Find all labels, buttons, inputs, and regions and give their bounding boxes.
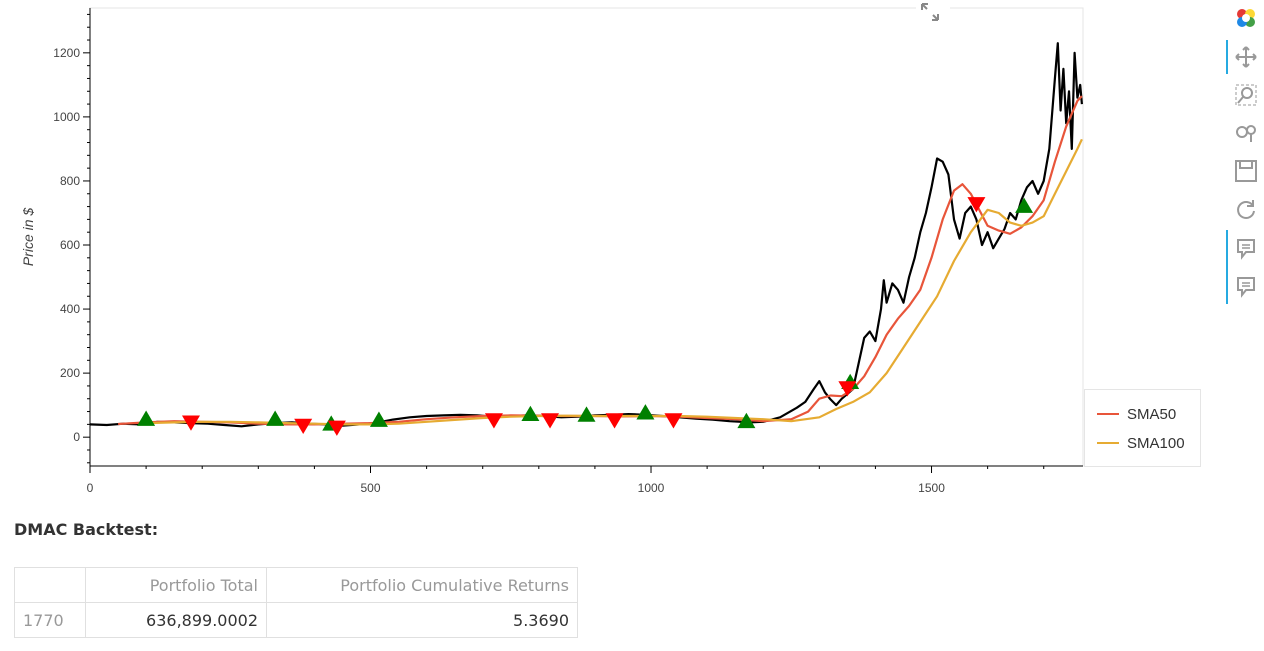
hover-icon[interactable]: [1230, 232, 1262, 264]
buy-signal-marker: [636, 404, 655, 420]
sell-signal-marker: [605, 413, 624, 429]
legend-swatch-sma50: [1097, 413, 1119, 415]
table-row: 1770 636,899.0002 5.3690: [14, 602, 578, 638]
price-chart[interactable]: 0 200 400 600 800 1000 1200 0 500 1000 1500 Price …: [0, 0, 1264, 510]
y-tick-label: 600: [60, 238, 80, 252]
legend-item-sma50[interactable]: SMA50: [1097, 404, 1176, 424]
cumulative-returns-header: Portfolio Cumulative Returns: [266, 567, 578, 603]
y-tick-label: 1000: [53, 110, 80, 124]
y-tick-label: 0: [73, 430, 80, 444]
sell-signal-marker: [294, 418, 313, 435]
sell-signal-marker: [838, 381, 857, 397]
row-index: 1770: [14, 602, 86, 638]
reset-icon[interactable]: [1230, 193, 1262, 225]
sell-signal-marker: [327, 420, 346, 436]
portfolio-total-value: 636,899.0002: [85, 602, 267, 638]
chart-legend: SMA50 SMA100: [1084, 389, 1201, 467]
buy-signal-marker: [266, 410, 285, 426]
sell-signal-marker: [967, 197, 986, 213]
y-axis-label: Price in $: [20, 208, 36, 267]
buy-signal-marker: [521, 405, 540, 422]
buy-signal-marker: [1015, 197, 1034, 213]
pan-icon[interactable]: [1230, 41, 1262, 73]
backtest-title: DMAC Backtest:: [14, 520, 159, 539]
buy-signal-marker: [369, 411, 388, 427]
x-tick-label: 0: [87, 481, 94, 495]
x-tick-label: 1500: [918, 481, 945, 495]
chart-toolbar: [1226, 0, 1264, 320]
buy-signal-marker: [737, 412, 756, 429]
buy-signal-marker: [577, 406, 596, 422]
sell-signal-marker: [541, 413, 560, 429]
plot-area: [89, 7, 1084, 467]
cumulative-returns-value: 5.3690: [266, 602, 578, 638]
box-zoom-icon[interactable]: [1230, 79, 1262, 111]
sell-signal-marker: [664, 413, 683, 429]
y-tick-label: 1200: [53, 46, 80, 60]
backtest-table: Portfolio Total Portfolio Cumulative Ret…: [14, 567, 578, 638]
sell-signal-marker: [484, 413, 503, 429]
portfolio-total-header: Portfolio Total: [85, 567, 267, 603]
legend-label-sma50: SMA50: [1127, 405, 1177, 423]
x-tick-label: 1000: [638, 481, 665, 495]
legend-item-sma100[interactable]: SMA100: [1097, 433, 1185, 453]
buy-signal-marker: [137, 410, 156, 426]
wheel-zoom-icon[interactable]: [1230, 116, 1262, 148]
save-icon[interactable]: [1230, 155, 1262, 187]
legend-label-sma100: SMA100: [1127, 434, 1185, 452]
hover-icon-2[interactable]: [1230, 270, 1262, 302]
index-column-header: [14, 567, 86, 603]
x-tick-label: 500: [360, 481, 380, 495]
fullscreen-icon[interactable]: [916, 0, 950, 24]
y-tick-label: 800: [60, 174, 80, 188]
active-tool-indicator: [1226, 40, 1228, 74]
active-tool-indicator-2: [1226, 230, 1228, 304]
table-header-row: Portfolio Total Portfolio Cumulative Ret…: [14, 567, 578, 603]
bokeh-logo-icon[interactable]: [1230, 2, 1262, 34]
legend-swatch-sma100: [1097, 442, 1119, 444]
sell-signal-marker: [181, 415, 200, 431]
y-tick-label: 200: [60, 366, 80, 380]
y-tick-label: 400: [60, 302, 80, 316]
